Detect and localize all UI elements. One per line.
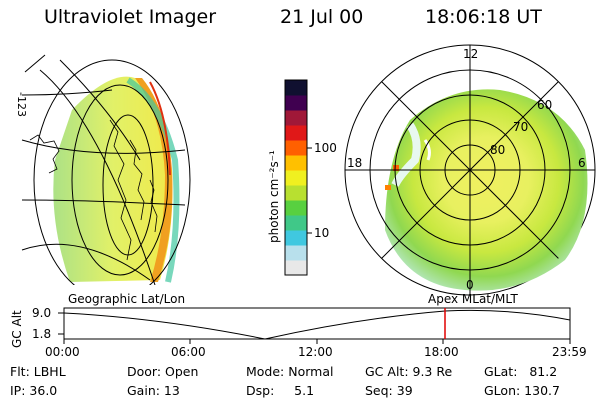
y-tick-9: 9.0 [32, 306, 52, 320]
colorbar-segment [285, 80, 307, 96]
info-door: Door: Open [127, 364, 199, 379]
info-gain: Gain: 13 [127, 383, 180, 398]
colorbar-segment [285, 170, 307, 186]
x-tick-0000: 00:00 [45, 345, 80, 359]
info-gcalt: GC Alt: 9.3 Re [365, 364, 453, 379]
timeline-plot [58, 307, 571, 344]
colorbar-segment [285, 185, 307, 201]
polar-label-18: 18 [347, 156, 363, 170]
apex-caption: Apex MLat/MLT [428, 292, 518, 306]
colorbar-tick-10: 10 [314, 226, 330, 240]
polar-label-12: 12 [463, 47, 479, 61]
time-label: 18:06:18 UT [425, 6, 542, 28]
gc-alt-axis-label: GC Alt [10, 310, 24, 348]
info-mode: Mode: Normal [246, 364, 334, 379]
polar-lat-70: 70 [513, 120, 529, 134]
x-tick-2359: 23:59 [552, 345, 587, 359]
x-tick-1200: 12:00 [298, 345, 333, 359]
colorbar-segment [285, 95, 307, 111]
x-tick-0600: 06:00 [171, 345, 206, 359]
timeline-frame [63, 307, 571, 340]
polar-lat-80: 80 [490, 143, 506, 157]
polar-lat-60: 60 [537, 98, 553, 112]
polar-label-0: 0 [466, 278, 474, 292]
colorbar-label: photon cm⁻²s⁻¹ [267, 150, 281, 243]
instrument-title: Ultraviolet Imager [44, 6, 217, 28]
info-glon: GLon: 130.7 [484, 383, 560, 398]
polar-plot [344, 44, 596, 296]
colorbar-segment [285, 140, 307, 156]
colorbar-segment [285, 230, 307, 246]
info-seq: Seq: 39 [365, 383, 413, 398]
geo-tick-label: -123 [15, 92, 28, 117]
colorbar-segment [285, 245, 307, 261]
x-tick-1800: 18:00 [424, 345, 459, 359]
altitude-curve [63, 309, 571, 340]
info-glat: GLat: 81.2 [484, 364, 558, 379]
colorbar-segment [285, 215, 307, 231]
colorbar-tick-100: 100 [314, 141, 337, 155]
colorbar-segment [285, 155, 307, 171]
colorbar [285, 80, 307, 276]
polar-label-6: 6 [578, 156, 586, 170]
info-dsp: Dsp: 5.1 [246, 383, 315, 398]
colorbar-frame [284, 79, 308, 276]
geographic-caption: Geographic Lat/Lon [68, 292, 186, 306]
colorbar-segment [285, 110, 307, 126]
colorbar-segment [285, 125, 307, 141]
colorbar-segment [285, 260, 307, 276]
colorbar-segment [285, 200, 307, 216]
y-tick-1-8: 1.8 [32, 327, 52, 341]
geographic-map [21, 54, 191, 285]
date-label: 21 Jul 00 [280, 6, 364, 28]
info-ip: IP: 36.0 [10, 383, 58, 398]
info-flt: Flt: LBHL [10, 364, 66, 379]
